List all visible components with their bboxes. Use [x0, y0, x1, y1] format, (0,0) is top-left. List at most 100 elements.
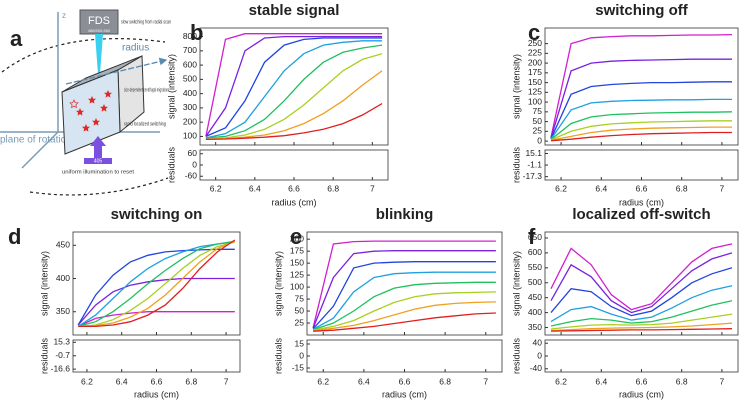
- residual-axis-label: residuals: [273, 337, 283, 374]
- x-tick-label: 6.4: [358, 376, 370, 386]
- curve: [205, 103, 383, 140]
- curve: [205, 37, 383, 137]
- curve: [312, 250, 496, 329]
- x-tick-label: 6.8: [185, 376, 197, 386]
- plane-label: plane of rotation: [0, 135, 72, 146]
- residual-tick-label: 40: [533, 337, 543, 347]
- x-tick-label: 6.8: [676, 183, 688, 193]
- curve: [312, 261, 496, 330]
- y-tick-label: 550: [528, 262, 542, 272]
- y-tick-label: 100: [183, 131, 197, 141]
- cell-front: [61, 69, 121, 155]
- curve: [78, 240, 236, 328]
- y-tick-label: 125: [528, 87, 542, 97]
- y-tick-label: 700: [183, 45, 197, 55]
- x-tick-label: 6.2: [317, 376, 329, 386]
- curve: [78, 239, 236, 328]
- x-axis-label: radius (cm): [619, 197, 664, 207]
- x-axis-label: radius (cm): [619, 389, 664, 399]
- detector-label: FDS: [88, 15, 110, 27]
- curve: [550, 111, 733, 141]
- panel: stable signal 100 200 300 400 500 600 700 800 600…: [166, 2, 389, 207]
- y-tick-label: 500: [528, 277, 542, 287]
- residual-tick-label: -1.1: [527, 159, 542, 169]
- x-tick-label: 6.4: [595, 183, 607, 193]
- y-tick-label: 400: [183, 88, 197, 98]
- y-tick-label: 175: [290, 245, 304, 255]
- panel-letter: d: [8, 224, 21, 249]
- y-tick-label: 200: [183, 116, 197, 126]
- curve: [77, 241, 235, 327]
- residual-tick-label: -60: [185, 171, 198, 181]
- residual-frame: [199, 149, 389, 181]
- y-tick-label: 75: [533, 106, 543, 116]
- curve: [312, 271, 496, 330]
- panel: switching on 350 400 450 15.3 -0.7 -16.6 6.2 6.4…: [8, 206, 241, 399]
- curve: [78, 240, 235, 328]
- y-axis-label: signal (intensity): [511, 251, 521, 316]
- y-tick-label: 225: [528, 48, 542, 58]
- plot-area: [550, 33, 733, 142]
- y-tick-label: 600: [528, 247, 542, 257]
- residual-axis-label: residuals: [511, 146, 521, 183]
- y-tick-label: 100: [290, 281, 304, 291]
- panel-title: localized off-switch: [572, 206, 710, 223]
- curve: [550, 33, 733, 138]
- curve: [550, 328, 733, 332]
- y-tick-label: 450: [528, 292, 542, 302]
- residual-tick-label: -15: [292, 362, 305, 372]
- residual-tick-label: -40: [530, 363, 543, 373]
- x-tick-label: 6.4: [116, 376, 128, 386]
- curve: [550, 322, 733, 332]
- x-tick-label: 6.6: [288, 183, 300, 193]
- panel-title: switching on: [111, 206, 203, 223]
- y-tick-label: 600: [183, 59, 197, 69]
- x-tick-label: 6.8: [676, 376, 688, 386]
- panel-letter: b: [190, 20, 203, 45]
- y-tick-label: 100: [528, 96, 542, 106]
- curve: [205, 35, 383, 137]
- x-tick-label: 7: [720, 376, 725, 386]
- beam: [95, 34, 103, 74]
- curve: [205, 33, 383, 137]
- residual-tick-label: 0: [192, 159, 197, 169]
- plot-frame: [544, 231, 739, 336]
- y-axis-label: signal (intensity): [273, 251, 283, 316]
- panel-title: blinking: [376, 206, 434, 223]
- curve: [550, 252, 733, 314]
- panel-title: switching off: [595, 2, 688, 19]
- y-tick-label: 800: [183, 31, 197, 41]
- curve: [550, 120, 732, 141]
- annotation: slow switching from radial scan: [121, 19, 171, 25]
- curve: [77, 277, 235, 326]
- residual-axis-label: residuals: [39, 337, 49, 374]
- y-tick-label: 250: [528, 38, 542, 48]
- panel: localized off-switch35040045050055060065…: [511, 206, 739, 399]
- annotation: size-dependent centrifugal migration: [124, 87, 168, 93]
- y-tick-label: 25: [295, 317, 305, 327]
- plot-frame: [306, 231, 503, 336]
- y-tick-label: 650: [528, 232, 542, 242]
- x-axis-label: radius (cm): [271, 197, 316, 207]
- x-tick-label: 7: [483, 376, 488, 386]
- x-tick-label: 6.2: [555, 376, 567, 386]
- panel-letter: c: [528, 20, 540, 45]
- curve: [550, 300, 733, 327]
- y-tick-label: 200: [528, 57, 542, 67]
- curve: [205, 53, 383, 140]
- laser-arrow: [84, 136, 112, 164]
- plot-area: [550, 243, 733, 332]
- x-tick-label: 6.6: [151, 376, 163, 386]
- curve: [313, 312, 496, 332]
- curve: [77, 248, 235, 326]
- residual-frame: [544, 339, 739, 373]
- x-tick-label: 7: [224, 376, 229, 386]
- annotation: rapid localized switching: [124, 121, 166, 127]
- curve: [550, 126, 732, 141]
- residual-axis-label: residuals: [166, 146, 176, 183]
- residual-frame: [306, 339, 503, 373]
- residual-axis-label: residuals: [511, 337, 521, 374]
- curve: [312, 281, 496, 331]
